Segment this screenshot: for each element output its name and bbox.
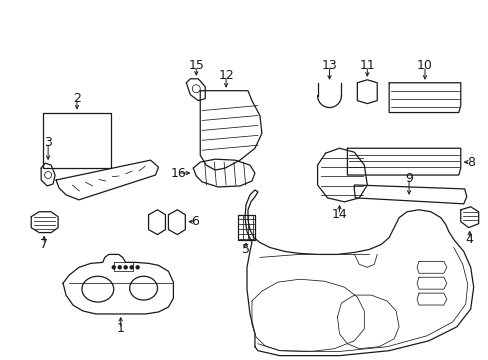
Text: 8: 8 bbox=[466, 156, 474, 168]
Text: 5: 5 bbox=[242, 243, 249, 256]
Text: 11: 11 bbox=[359, 59, 374, 72]
Text: 15: 15 bbox=[188, 59, 204, 72]
Text: 3: 3 bbox=[44, 136, 52, 149]
Circle shape bbox=[112, 266, 115, 269]
Text: 1: 1 bbox=[117, 322, 124, 336]
Text: 2: 2 bbox=[73, 92, 81, 105]
Circle shape bbox=[130, 266, 133, 269]
Circle shape bbox=[136, 266, 139, 269]
Text: 14: 14 bbox=[331, 208, 346, 221]
Text: 7: 7 bbox=[40, 238, 48, 251]
Circle shape bbox=[124, 266, 127, 269]
Circle shape bbox=[118, 266, 121, 269]
Text: 16: 16 bbox=[170, 167, 186, 180]
Text: 6: 6 bbox=[191, 215, 199, 228]
Text: 9: 9 bbox=[404, 171, 412, 185]
Text: 13: 13 bbox=[321, 59, 337, 72]
Text: 4: 4 bbox=[465, 233, 473, 246]
Text: 10: 10 bbox=[416, 59, 432, 72]
Text: 12: 12 bbox=[218, 69, 233, 82]
